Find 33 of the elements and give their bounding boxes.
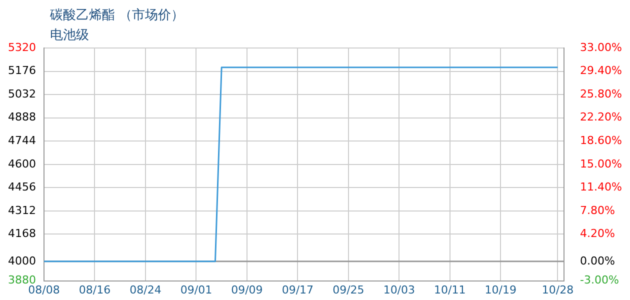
x-tick-label: 08/16 [78, 283, 111, 296]
y2-tick-label: 33.00% [580, 40, 622, 54]
y-tick-label: 5320 [8, 40, 36, 54]
chart-subtitle: 电池级 [50, 27, 89, 44]
y2-tick-label: 22.20% [580, 110, 622, 124]
y-tick-label: 4000 [8, 254, 36, 268]
x-tick-label: 09/09 [231, 283, 263, 296]
y2-tick-label: 0.00% [580, 254, 616, 268]
x-tick-label: 10/03 [383, 283, 416, 296]
y2-tick-label: 11.40% [580, 180, 622, 194]
y2-tick-label: 15.00% [580, 157, 622, 170]
x-tick-label: 09/25 [332, 283, 364, 296]
y2-tick-label: 4.20% [580, 227, 616, 240]
chart-title: 碳酸乙烯酯 （市场价） [50, 7, 184, 24]
x-tick-label: 10/28 [542, 283, 574, 296]
x-tick-label: 09/01 [180, 283, 212, 296]
y2-tick-label: 29.40% [580, 64, 622, 78]
y-tick-label: 5176 [8, 64, 36, 78]
y-tick-label: 4888 [8, 110, 36, 124]
y2-tick-label: 7.80% [580, 204, 616, 217]
x-tick-label: 08/24 [130, 283, 162, 296]
y2-tick-label: 25.80% [580, 87, 622, 100]
y2-tick-label: -3.00% [580, 274, 619, 287]
y-tick-label: 4456 [8, 180, 36, 194]
y-tick-label: 4744 [8, 134, 36, 147]
x-tick-label: 09/17 [282, 283, 314, 296]
x-tick-label: 10/19 [484, 283, 516, 296]
x-tick-label: 10/11 [434, 283, 466, 296]
y-tick-label: 4312 [8, 204, 36, 217]
y-tick-label: 5032 [8, 87, 36, 100]
y-tick-label: 4168 [8, 227, 36, 240]
y-tick-label: 4600 [8, 157, 36, 170]
y2-tick-label: 18.60% [580, 134, 622, 147]
